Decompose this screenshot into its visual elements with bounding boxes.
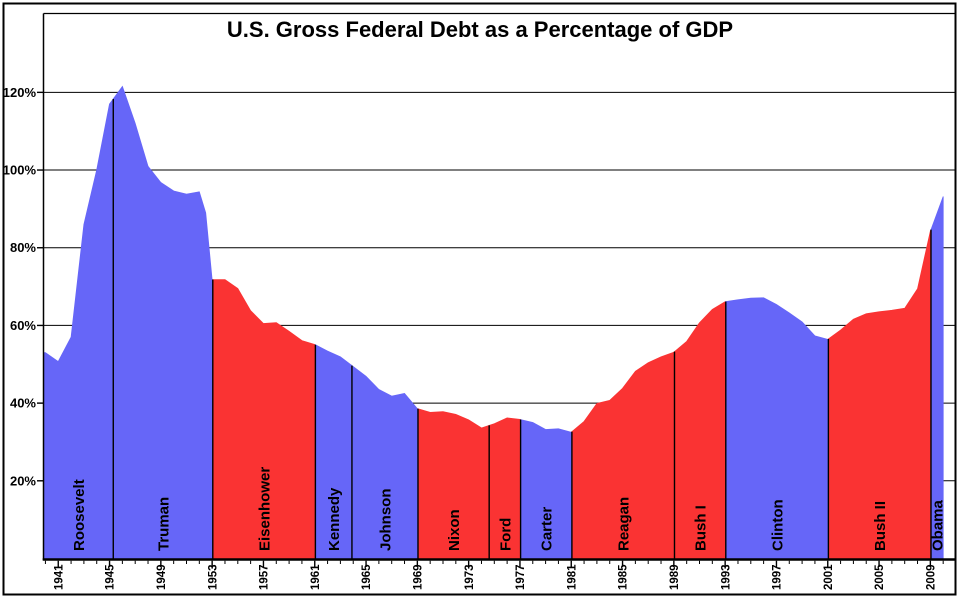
x-tick-label-1957: 1957 — [259, 564, 271, 590]
y-tick-label-40: 40% — [10, 396, 36, 411]
x-tick-label-1949: 1949 — [156, 564, 168, 590]
x-tick-label-1945: 1945 — [105, 564, 117, 590]
x-tick-label-1961: 1961 — [310, 564, 322, 590]
plot-frame-and-axes — [42, 12, 956, 561]
president-label-carter: Carter — [539, 507, 556, 551]
x-tick-label-1977: 1977 — [515, 564, 527, 590]
president-label-truman: Truman — [156, 497, 173, 551]
president-label-eisenhower: Eisenhower — [257, 467, 274, 551]
x-tick-label-2005: 2005 — [874, 564, 886, 590]
x-tick-label-2001: 2001 — [823, 564, 835, 590]
president-label-nixon: Nixon — [446, 509, 463, 551]
x-tick-label-1965: 1965 — [361, 564, 373, 590]
president-label-johnson: Johnson — [377, 489, 394, 552]
president-label-roosevelt: Roosevelt — [71, 479, 88, 551]
president-label-reagan: Reagan — [616, 497, 633, 551]
president-labels: Roosevelt Truman Eisenhower Kennedy Johnson N… — [71, 467, 947, 551]
x-tick-label-1981: 1981 — [566, 564, 578, 590]
y-tick-label-120: 120% — [3, 85, 37, 100]
president-label-ford: Ford — [497, 518, 514, 551]
area-layer — [43, 85, 944, 559]
president-label-bush-ii: Bush II — [872, 501, 889, 551]
y-tick-label-20: 20% — [10, 473, 36, 488]
y-tick-label-60: 60% — [10, 318, 36, 333]
term-boundary-lines — [112, 98, 932, 559]
x-tick-label-1993: 1993 — [720, 564, 732, 590]
x-tick-label-1989: 1989 — [669, 564, 681, 590]
axis-ticks — [37, 91, 957, 567]
chart-title: U.S. Gross Federal Debt as a Percentage … — [227, 17, 733, 42]
x-tick-label-1997: 1997 — [772, 564, 784, 590]
y-tick-label-100: 100% — [3, 163, 37, 178]
x-tick-label-1985: 1985 — [618, 564, 630, 590]
x-tick-label-1941: 1941 — [53, 564, 65, 590]
x-tick-label-1973: 1973 — [464, 564, 476, 590]
y-tick-label-80: 80% — [10, 240, 36, 255]
president-label-obama: Obama — [930, 499, 947, 551]
x-tick-label-1953: 1953 — [207, 564, 219, 590]
axis-labels: 20% 40% 60% 80% 100% 120% 1941 1945 1949 1953 1957… — [3, 85, 938, 590]
x-tick-label-2009: 2009 — [926, 564, 938, 590]
president-label-bush-i: Bush I — [693, 505, 710, 551]
president-label-kennedy: Kennedy — [326, 487, 343, 551]
area-truman — [112, 85, 214, 559]
president-label-clinton: Clinton — [770, 499, 787, 551]
x-tick-label-1969: 1969 — [413, 564, 425, 590]
